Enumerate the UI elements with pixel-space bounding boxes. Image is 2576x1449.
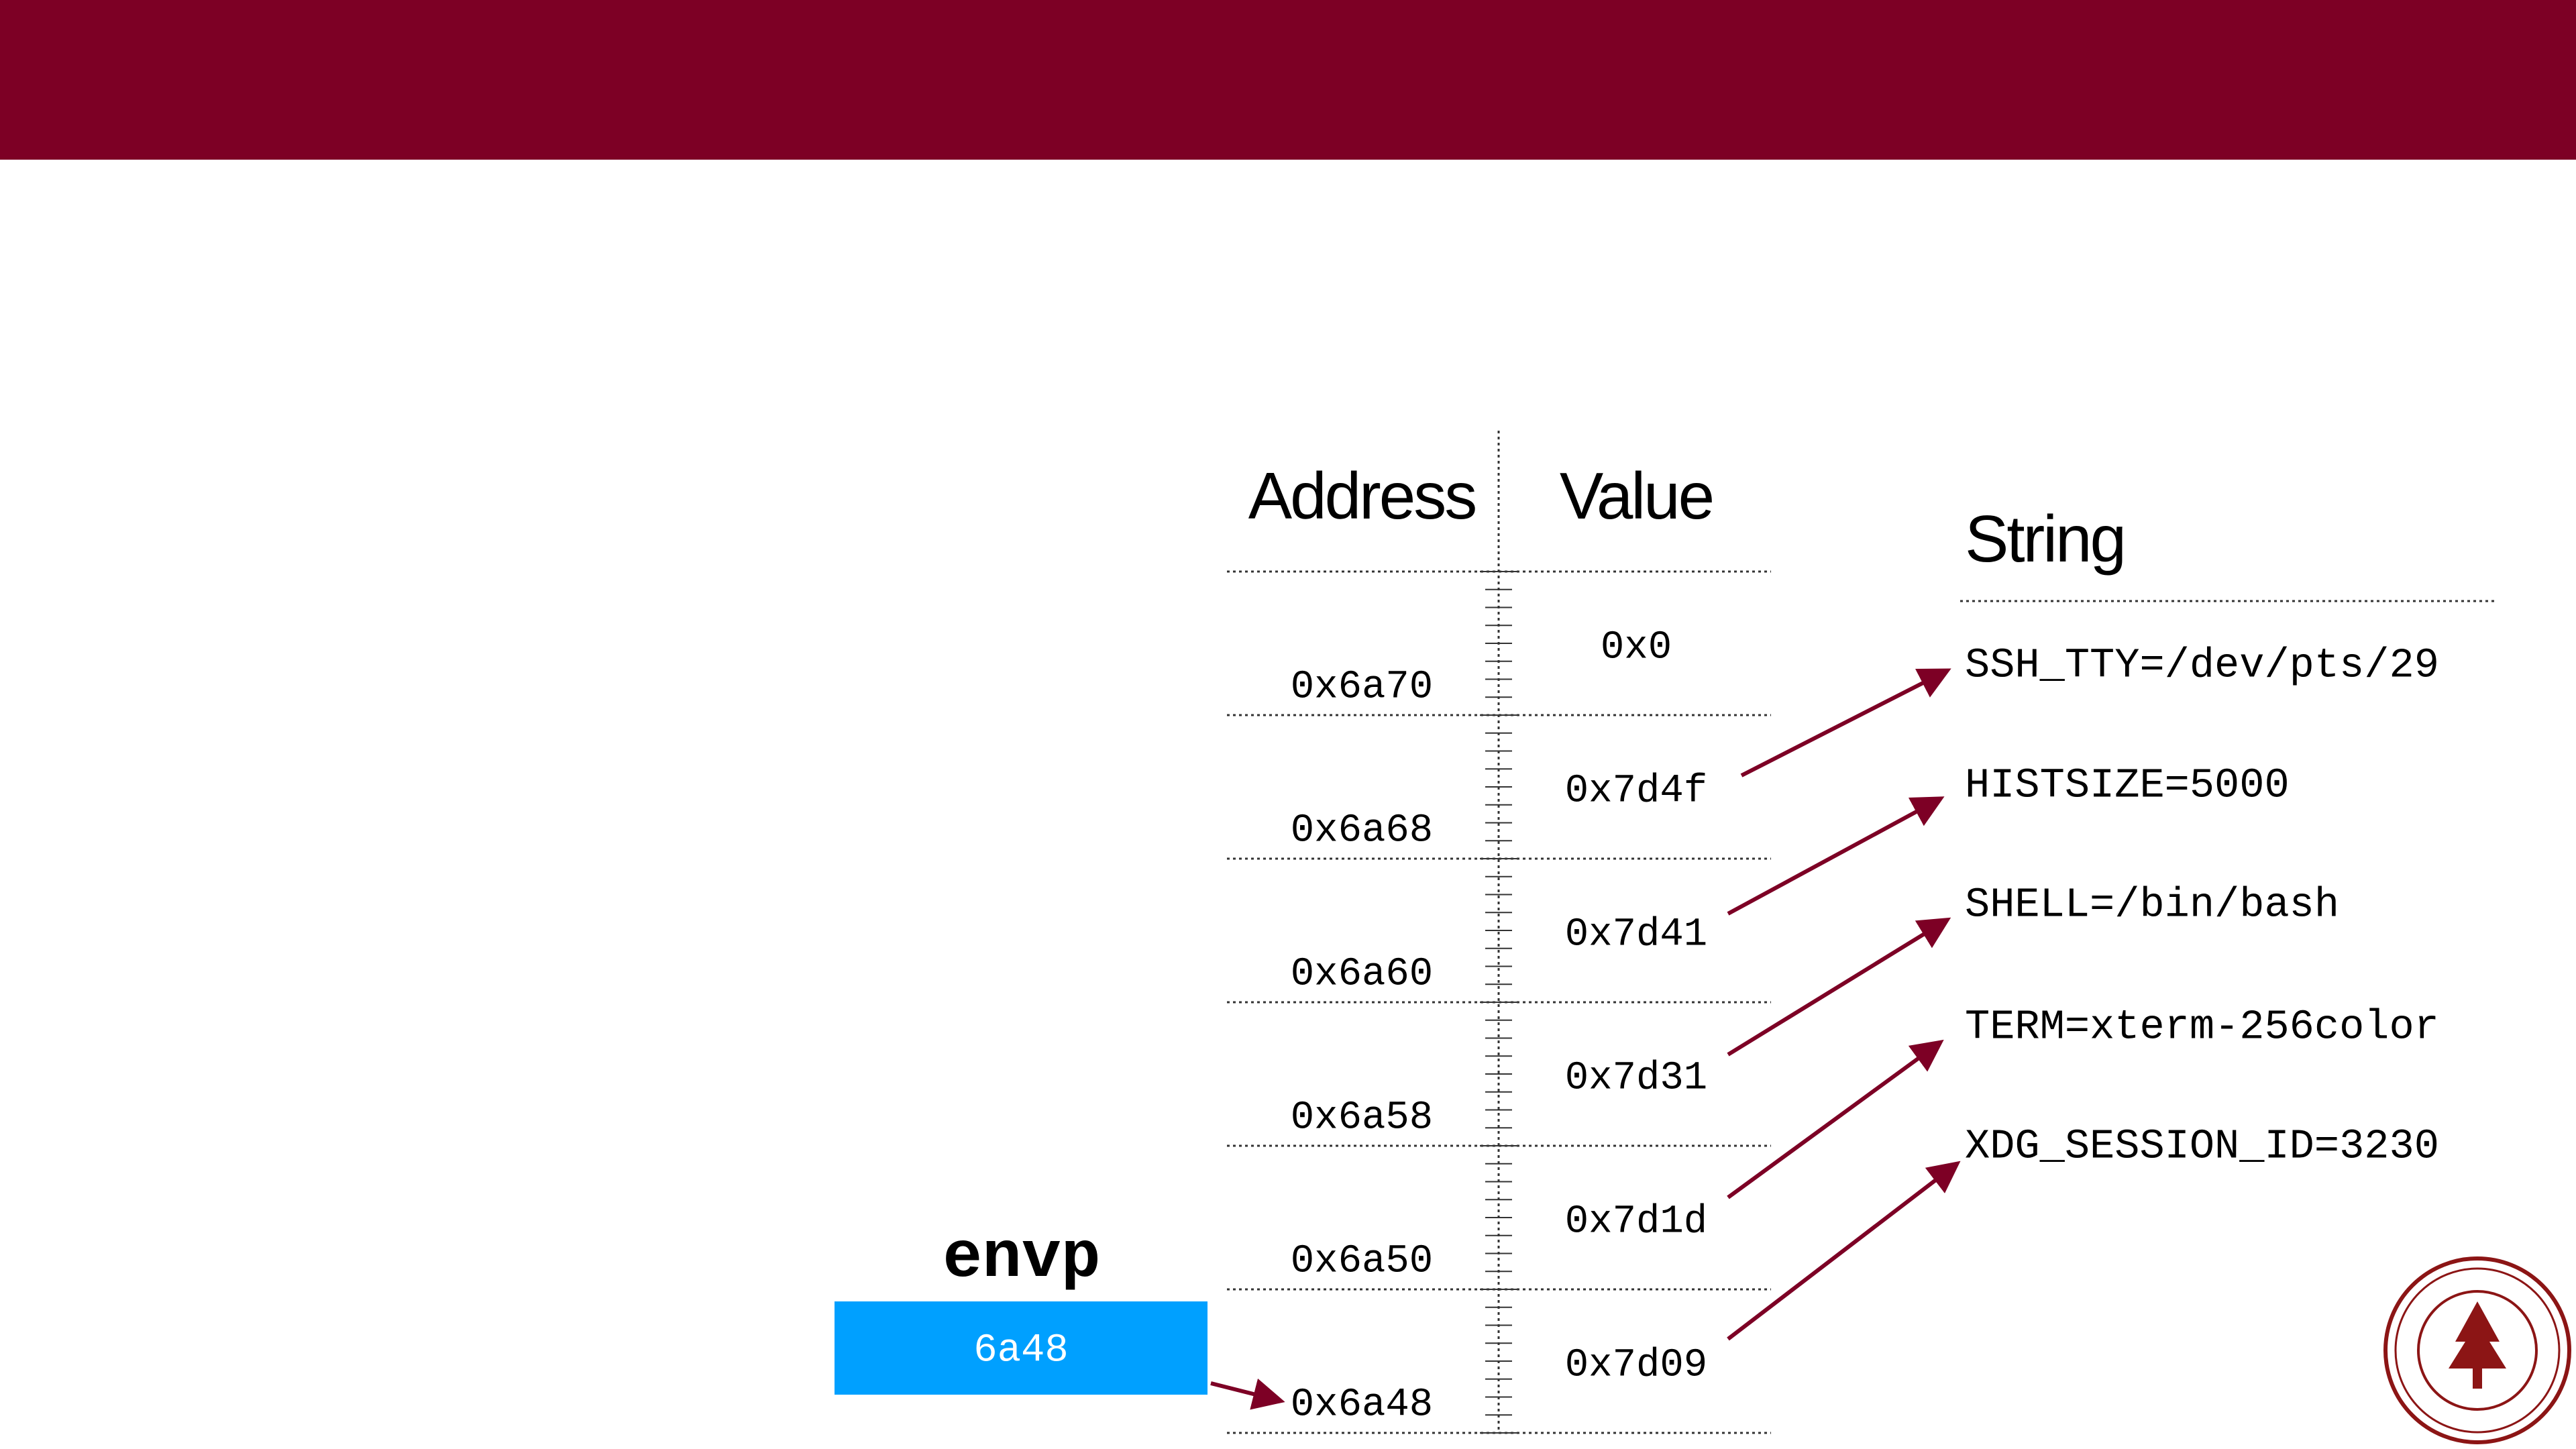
address: 0x6a60: [1291, 952, 1433, 997]
string: SSH_TTY=/dev/pts/29: [1965, 641, 2439, 689]
arrow: [1740, 668, 1951, 777]
column-header: Value: [1560, 459, 1713, 533]
value: 0x7d4f: [1565, 769, 1707, 814]
envp-label: envp: [943, 1222, 1100, 1296]
address: 0x6a50: [1291, 1239, 1433, 1284]
address: 0x6a48: [1291, 1383, 1433, 1428]
string: SHELL=/bin/bash: [1965, 881, 2339, 928]
arrow: [1727, 1161, 1961, 1341]
envp-value: 6a48: [973, 1328, 1069, 1373]
arrow: [1727, 917, 1951, 1057]
value: 0x7d1d: [1565, 1199, 1707, 1244]
arrow: [1210, 1378, 1285, 1410]
column-header: String: [1965, 502, 2125, 576]
value: 0x7d41: [1565, 912, 1707, 957]
string: TERM=xterm-256color: [1965, 1003, 2439, 1051]
envp-box: [835, 1301, 1208, 1395]
value: 0x7d31: [1565, 1056, 1707, 1101]
string: XDG_SESSION_ID=3230: [1965, 1122, 2439, 1170]
address: 0x6a68: [1291, 808, 1433, 853]
seal: [2383, 1256, 2571, 1444]
string: HISTSIZE=5000: [1965, 761, 2290, 809]
arrow: [1727, 1039, 1944, 1199]
value: 0x7d09: [1565, 1343, 1707, 1388]
value: 0x0: [1601, 625, 1672, 670]
address: 0x6a58: [1291, 1095, 1433, 1140]
header-bar: [0, 0, 2576, 160]
pointer-arrows: [1210, 668, 1961, 1410]
arrow: [1727, 796, 1945, 916]
address: 0x6a70: [1291, 665, 1433, 710]
column-header: Address: [1248, 459, 1476, 533]
